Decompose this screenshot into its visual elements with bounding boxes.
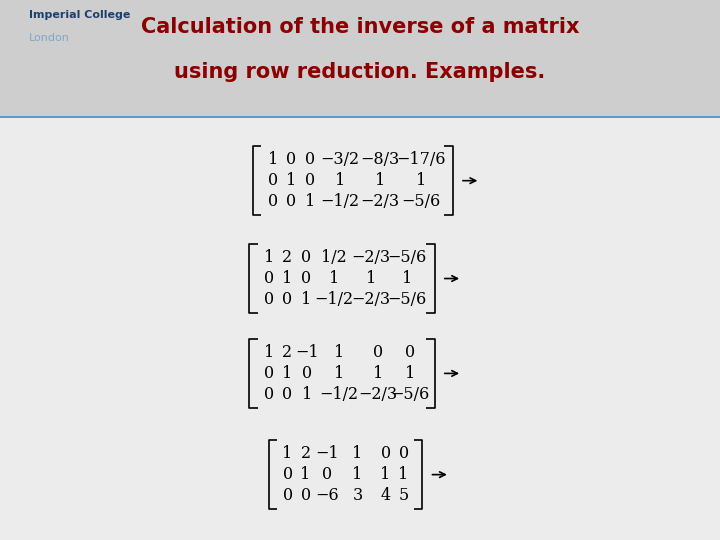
Text: −1/2: −1/2 (320, 193, 359, 211)
Text: 1: 1 (264, 249, 274, 266)
Text: −5/6: −5/6 (387, 291, 427, 308)
Text: using row reduction. Examples.: using row reduction. Examples. (174, 62, 546, 82)
Text: 1: 1 (380, 466, 391, 483)
Text: 1: 1 (374, 172, 385, 189)
Text: 1: 1 (405, 365, 415, 382)
Text: 0: 0 (322, 466, 332, 483)
Text: 1: 1 (301, 291, 311, 308)
Text: 1: 1 (300, 466, 311, 483)
Text: 0: 0 (305, 151, 315, 168)
Bar (0, 0, 720, 116)
Text: 0: 0 (264, 291, 274, 308)
Text: 0: 0 (268, 172, 278, 189)
Text: 0: 0 (264, 270, 274, 287)
Text: −5/6: −5/6 (401, 193, 441, 211)
Text: 0: 0 (405, 343, 415, 361)
Text: −1: −1 (295, 343, 319, 361)
Text: −17/6: −17/6 (396, 151, 446, 168)
Text: 0: 0 (302, 365, 312, 382)
Text: 4: 4 (381, 488, 391, 504)
Text: −5/6: −5/6 (387, 249, 427, 266)
Text: 1: 1 (398, 466, 409, 483)
Text: 0: 0 (381, 445, 391, 462)
Text: 2: 2 (282, 343, 292, 361)
Text: Imperial College: Imperial College (29, 10, 130, 20)
Text: 0: 0 (305, 172, 315, 189)
Text: 0: 0 (264, 386, 274, 403)
Text: 1: 1 (268, 151, 278, 168)
Text: −1: −1 (315, 445, 338, 462)
Text: −1/2: −1/2 (315, 291, 354, 308)
Text: 1: 1 (282, 445, 293, 462)
Text: 5: 5 (398, 488, 409, 504)
Text: 0: 0 (264, 365, 274, 382)
Text: −8/3: −8/3 (360, 151, 400, 168)
Text: 1: 1 (302, 386, 312, 403)
Text: 0: 0 (301, 249, 311, 266)
Text: 0: 0 (268, 193, 278, 211)
Text: −2/3: −2/3 (359, 386, 397, 403)
Text: 1: 1 (353, 445, 363, 462)
Text: −2/3: −2/3 (360, 193, 400, 211)
Text: 1: 1 (402, 270, 412, 287)
Text: 3: 3 (353, 488, 363, 504)
Text: 1: 1 (373, 365, 383, 382)
Text: 0: 0 (300, 488, 310, 504)
Text: −5/6: −5/6 (390, 386, 430, 403)
Text: 1: 1 (282, 365, 292, 382)
Text: 1: 1 (305, 193, 315, 211)
Text: 2: 2 (282, 249, 292, 266)
Text: 1: 1 (329, 270, 339, 287)
Text: 0: 0 (282, 466, 292, 483)
Text: 2: 2 (300, 445, 310, 462)
Text: 1/2: 1/2 (321, 249, 347, 266)
Text: 0: 0 (282, 291, 292, 308)
Text: 1: 1 (282, 270, 292, 287)
Text: Calculation of the inverse of a matrix: Calculation of the inverse of a matrix (140, 17, 580, 37)
Text: 0: 0 (282, 386, 292, 403)
Text: 0: 0 (301, 270, 311, 287)
Bar (0, 116, 720, 118)
Text: −6: −6 (315, 488, 338, 504)
Text: 0: 0 (373, 343, 383, 361)
Text: 1: 1 (335, 172, 345, 189)
Text: 1: 1 (286, 172, 296, 189)
Text: 1: 1 (264, 343, 274, 361)
Text: −2/3: −2/3 (351, 249, 390, 266)
Text: 1: 1 (334, 343, 344, 361)
Text: −1/2: −1/2 (320, 386, 359, 403)
Text: 1: 1 (415, 172, 426, 189)
Text: 0: 0 (282, 488, 292, 504)
Text: −3/2: −3/2 (320, 151, 359, 168)
Text: 0: 0 (286, 193, 296, 211)
Text: −2/3: −2/3 (351, 291, 390, 308)
Text: 1: 1 (334, 365, 344, 382)
Text: 1: 1 (353, 466, 363, 483)
Text: 1: 1 (366, 270, 376, 287)
Text: 0: 0 (286, 151, 296, 168)
Text: 0: 0 (399, 445, 409, 462)
Text: London: London (29, 33, 70, 44)
